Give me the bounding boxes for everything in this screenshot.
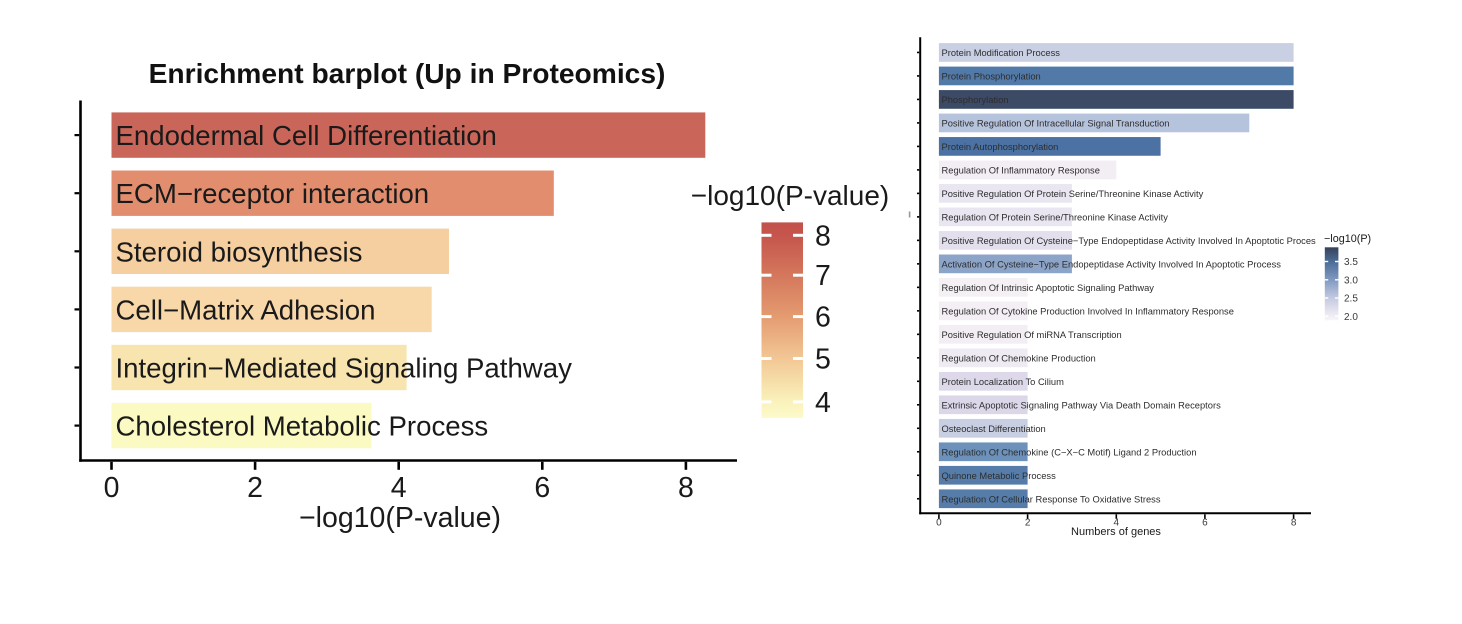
- svg-text:Positive Regulation Of Protein: Positive Regulation Of Protein Serine/Th…: [942, 189, 1204, 199]
- svg-text:0: 0: [104, 472, 120, 504]
- svg-text:2: 2: [1025, 518, 1031, 529]
- svg-text:7: 7: [815, 260, 831, 292]
- svg-text:6: 6: [534, 472, 550, 504]
- svg-text:3.5: 3.5: [1344, 257, 1358, 268]
- svg-text:5: 5: [815, 344, 831, 376]
- svg-text:Extrinsic Apoptotic Signaling: Extrinsic Apoptotic Signaling Pathway Vi…: [942, 401, 1222, 411]
- svg-text:Osteoclast Differentiation: Osteoclast Differentiation: [942, 424, 1046, 434]
- svg-text:Regulation Of Cytokine Product: Regulation Of Cytokine Production Involv…: [942, 307, 1234, 317]
- svg-text:Integrin−Mediated Signaling Pa: Integrin−Mediated Signaling Pathway: [116, 353, 573, 384]
- svg-text:8: 8: [678, 472, 694, 504]
- svg-text:4: 4: [815, 387, 831, 419]
- svg-text:Protein Autophosphorylation: Protein Autophosphorylation: [942, 142, 1059, 152]
- svg-text:Quinone Metabolic Process: Quinone Metabolic Process: [942, 471, 1057, 481]
- svg-text:Enrichment barplot (Up in Prot: Enrichment barplot (Up in Proteomics): [149, 57, 666, 89]
- svg-text:6: 6: [1202, 518, 1208, 529]
- svg-text:−log10(P-value): −log10(P-value): [299, 502, 501, 534]
- svg-text:2: 2: [247, 472, 263, 504]
- svg-text:Positive Regulation Of miRNA T: Positive Regulation Of miRNA Transcripti…: [942, 330, 1122, 340]
- svg-text:Protein Localization To Cilium: Protein Localization To Cilium: [942, 377, 1065, 387]
- svg-text:Endodermal Cell Differentiatio: Endodermal Cell Differentiation: [116, 120, 497, 151]
- svg-text:6: 6: [815, 302, 831, 334]
- svg-text:Cholesterol Metabolic Process: Cholesterol Metabolic Process: [116, 411, 489, 442]
- svg-text:Cell−Matrix Adhesion: Cell−Matrix Adhesion: [116, 294, 376, 325]
- svg-text:Regulation Of Protein Serine/T: Regulation Of Protein Serine/Threonine K…: [942, 213, 1169, 223]
- svg-text:Protein Modification Process: Protein Modification Process: [942, 48, 1061, 58]
- svg-text:Positive Regulation Of Cystein: Positive Regulation Of Cysteine−Type End…: [942, 236, 1317, 246]
- svg-text:ECM−receptor interaction: ECM−receptor interaction: [116, 178, 430, 209]
- svg-text:−log10(P): −log10(P): [1324, 233, 1371, 245]
- svg-text:4: 4: [391, 472, 407, 504]
- svg-text:8: 8: [1291, 518, 1297, 529]
- svg-text:Activation Of Cysteine−Type En: Activation Of Cysteine−Type Endopeptidas…: [942, 260, 1282, 270]
- svg-text:Phosphorylation: Phosphorylation: [942, 95, 1009, 105]
- svg-text:8: 8: [815, 220, 831, 252]
- svg-text:Regulation Of Intrinsic Apopto: Regulation Of Intrinsic Apoptotic Signal…: [942, 283, 1155, 293]
- svg-text:Protein Phosphorylation: Protein Phosphorylation: [942, 72, 1041, 82]
- svg-text:Positive Regulation Of Intrace: Positive Regulation Of Intracellular Sig…: [942, 119, 1170, 129]
- svg-text:3.0: 3.0: [1344, 275, 1358, 286]
- svg-text:0: 0: [936, 518, 942, 529]
- svg-text:2.5: 2.5: [1344, 294, 1358, 305]
- svg-text:2.0: 2.0: [1344, 312, 1358, 323]
- svg-text:Regulation Of Inflammatory Res: Regulation Of Inflammatory Response: [942, 166, 1100, 176]
- svg-text:−log10(P-value): −log10(P-value): [691, 180, 889, 211]
- svg-text:Regulation Of Cellular Respons: Regulation Of Cellular Response To Oxida…: [942, 494, 1161, 504]
- svg-text:Regulation Of Chemokine Produc: Regulation Of Chemokine Production: [942, 354, 1096, 364]
- svg-text:Numbers of genes: Numbers of genes: [1071, 526, 1161, 538]
- svg-text:Steroid biosynthesis: Steroid biosynthesis: [116, 236, 363, 267]
- svg-text:4: 4: [1114, 518, 1120, 529]
- svg-text:Regulation Of Chemokine (C−X−C: Regulation Of Chemokine (C−X−C Motif) Li…: [942, 447, 1197, 457]
